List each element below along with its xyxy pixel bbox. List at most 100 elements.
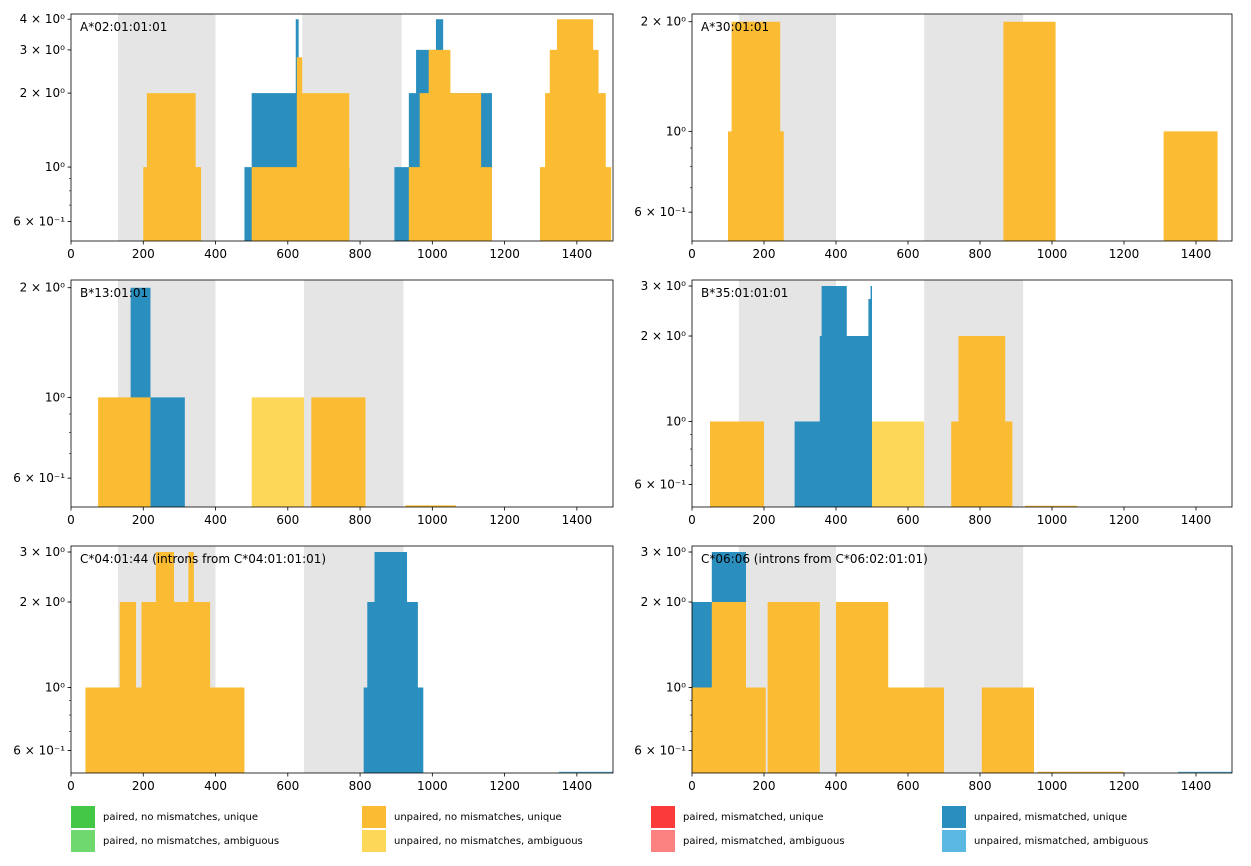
x-tick-label: 1000: [417, 513, 448, 527]
x-tick-label: 1000: [1037, 779, 1068, 793]
x-tick-label: 1200: [489, 247, 520, 261]
x-tick-label: 600: [276, 513, 299, 527]
x-tick-label: 0: [67, 513, 75, 527]
series-area-3: [251, 397, 305, 507]
y-tick-label: 10⁰: [666, 124, 686, 138]
y-tick-label: 10⁰: [45, 160, 65, 174]
panel-1: 0 200 400 600 800 1000 1200 1400 6 × 10⁻¹ 10⁰ 2 × …: [13, 12, 614, 261]
x-tick-label: 800: [969, 779, 992, 793]
y-tick-label: 2 × 10⁰: [20, 281, 66, 295]
axes-frame: [691, 545, 1233, 774]
legend-item: unpaired, no mismatches, ambiguous: [362, 830, 583, 852]
y-tick-label: 2 × 10⁰: [641, 329, 687, 343]
x-tick-label: 1400: [562, 779, 593, 793]
legend-swatch: [362, 806, 386, 828]
x-tick-label: 400: [825, 513, 848, 527]
legend-item: unpaired, mismatched, ambiguous: [942, 830, 1148, 852]
plot-area: [728, 14, 1218, 241]
x-tick-label: 600: [897, 779, 920, 793]
x-tick-label: 800: [349, 513, 372, 527]
x-tick-label: 600: [897, 247, 920, 261]
legend-item: unpaired, no mismatches, unique: [362, 806, 562, 828]
x-tick-label: 400: [825, 247, 848, 261]
legend-label: paired, mismatched, ambiguous: [683, 835, 845, 847]
y-tick-label: 2 × 10⁰: [641, 15, 687, 29]
y-tick-label: 6 × 10⁻¹: [634, 205, 686, 219]
legend-label: unpaired, mismatched, ambiguous: [974, 835, 1149, 847]
legend: paired, no mismatches, unique paired, no …: [0, 806, 1251, 866]
x-tick-label: 200: [132, 247, 155, 261]
panel-6: 0 200 400 600 800 1000 1200 1400 6 × 10⁻¹ 10⁰ 2 × …: [634, 545, 1233, 793]
panel-title: A*02:01:01:01: [80, 20, 167, 34]
y-tick-label: 3 × 10⁰: [20, 545, 66, 559]
y-tick-label: 6 × 10⁻¹: [13, 215, 65, 229]
series-area-3: [872, 421, 925, 507]
panel-title: A*30:01:01: [701, 20, 769, 34]
plot-area: [98, 280, 456, 507]
panel-2: 0 200 400 600 800 1000 1200 1400 6 × 10⁻¹ 10⁰ 2 × …: [634, 13, 1233, 261]
y-tick-label: 3 × 10⁰: [641, 545, 687, 559]
x-tick-label: 200: [132, 779, 155, 793]
plot-area: [692, 546, 1232, 773]
y-tick-label: 2 × 10⁰: [20, 595, 66, 609]
legend-item: paired, mismatched, unique: [651, 806, 824, 828]
legend-label: paired, no mismatches, unique: [103, 811, 259, 823]
x-tick-label: 200: [753, 779, 776, 793]
legend-label: paired, no mismatches, ambiguous: [103, 835, 280, 847]
x-tick-label: 1200: [489, 779, 520, 793]
y-tick-label: 6 × 10⁻¹: [634, 478, 686, 492]
y-tick-label: 4 × 10⁰: [20, 12, 66, 26]
series-area-1: [794, 286, 872, 507]
x-tick-label: 0: [688, 513, 696, 527]
y-tick-label: 2 × 10⁰: [641, 595, 687, 609]
y-tick-label: 6 × 10⁻¹: [13, 744, 65, 758]
x-tick-label: 600: [276, 247, 299, 261]
legend-swatch: [651, 806, 675, 828]
series-area-1: [728, 21, 1218, 241]
x-tick-label: 1400: [562, 513, 593, 527]
legend-swatch: [71, 806, 95, 828]
series-area-3: [692, 602, 1124, 773]
x-tick-label: 800: [969, 513, 992, 527]
x-tick-label: 1000: [1037, 247, 1068, 261]
x-tick-label: 400: [204, 513, 227, 527]
x-tick-label: 1200: [1109, 513, 1140, 527]
x-tick-label: 0: [688, 247, 696, 261]
plot-area: [117, 14, 612, 241]
legend-item: paired, mismatched, ambiguous: [651, 830, 845, 852]
axes-frame: [70, 13, 614, 242]
x-tick-label: 1200: [489, 513, 520, 527]
x-tick-label: 0: [688, 779, 696, 793]
axes-frame: [70, 279, 614, 508]
panel-title: B*13:01:01: [80, 286, 148, 300]
legend-item: unpaired, mismatched, unique: [942, 806, 1127, 828]
legend-label: unpaired, no mismatches, ambiguous: [394, 835, 583, 847]
y-tick-label: 2 × 10⁰: [20, 86, 66, 100]
y-tick-label: 10⁰: [45, 681, 65, 695]
x-tick-label: 800: [349, 247, 372, 261]
x-tick-label: 0: [67, 779, 75, 793]
legend-item: paired, no mismatches, ambiguous: [71, 830, 279, 852]
panel-title: C*06:06 (introns from C*06:02:01:01): [701, 552, 928, 566]
series-area-2: [143, 19, 612, 241]
y-tick-label: 10⁰: [666, 681, 686, 695]
series-area-2: [710, 336, 1078, 507]
panel-5: 0 200 400 600 800 1000 1200 1400 6 × 10⁻¹ 10⁰ 2 × …: [13, 545, 614, 793]
panel-4: 0 200 400 600 800 1000 1200 1400 6 × 10⁻¹ 10⁰ 2 × …: [634, 279, 1233, 527]
legend-swatch: [362, 830, 386, 852]
x-tick-label: 1400: [562, 247, 593, 261]
series-area-2: [98, 397, 456, 507]
axes-frame: [691, 13, 1233, 242]
legend-label: unpaired, mismatched, unique: [974, 811, 1128, 823]
legend-item: paired, no mismatches, unique: [71, 806, 258, 828]
x-tick-label: 1200: [1109, 779, 1140, 793]
x-tick-label: 1400: [1181, 247, 1212, 261]
x-tick-label: 1400: [1181, 779, 1212, 793]
series-area-1: [363, 552, 424, 773]
panel-title: C*04:01:44 (introns from C*04:01:01:01): [80, 552, 326, 566]
plot-area: [710, 280, 1078, 507]
legend-swatch: [942, 830, 966, 852]
x-tick-label: 600: [897, 513, 920, 527]
x-tick-label: 1400: [1181, 513, 1212, 527]
